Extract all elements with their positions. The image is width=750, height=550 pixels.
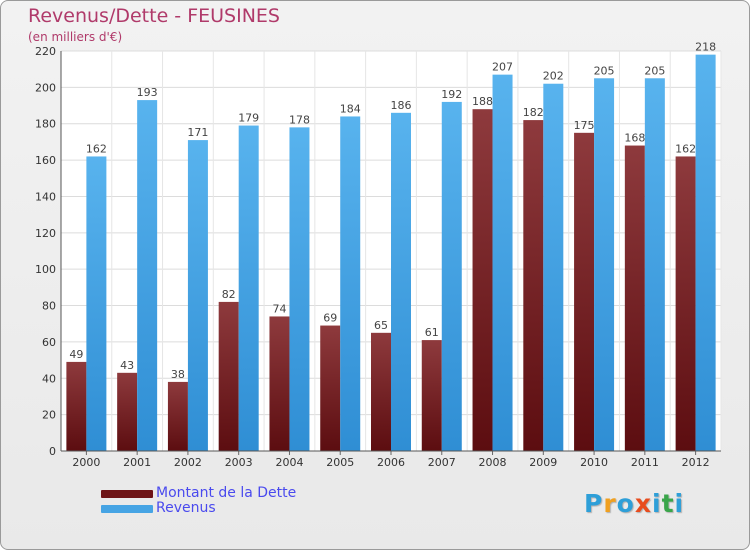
bar-revenus [187, 140, 208, 451]
x-tick-label: 2007 [428, 456, 456, 469]
data-label-revenus: 205 [594, 64, 615, 77]
bar-dette [472, 109, 493, 451]
y-tick-label: 0 [49, 445, 56, 458]
bar-revenus [340, 116, 361, 452]
data-label-revenus: 218 [695, 41, 716, 54]
bar-revenus [543, 83, 564, 452]
y-tick-label: 80 [42, 300, 56, 313]
y-tick-label: 120 [35, 227, 56, 240]
data-label-dette: 43 [120, 359, 134, 372]
bar-dette [269, 316, 290, 451]
x-tick-label: 2008 [479, 456, 507, 469]
bar-dette [117, 372, 138, 451]
data-label-revenus: 205 [644, 64, 665, 77]
logo-letter: i [674, 489, 685, 518]
chart-subtitle: (en milliers d'€) [28, 30, 123, 44]
x-tick-label: 2001 [123, 456, 151, 469]
bar-revenus [391, 112, 411, 452]
y-tick-label: 160 [35, 154, 56, 167]
logo-letter: r [603, 489, 617, 518]
x-tick-label: 2003 [225, 456, 253, 469]
bar-dette [523, 120, 544, 451]
data-label-dette: 162 [675, 142, 696, 155]
data-label-dette: 188 [472, 95, 493, 108]
data-label-revenus: 162 [86, 142, 107, 155]
data-label-dette: 69 [323, 312, 337, 325]
bar-revenus [492, 74, 513, 452]
logo-letter: P [584, 489, 604, 518]
data-label-dette: 65 [374, 319, 388, 332]
logo-letter: i [652, 489, 662, 518]
data-label-dette: 82 [222, 288, 236, 301]
bar-dette [167, 381, 188, 451]
y-tick-label: 100 [35, 263, 56, 276]
y-tick-label: 140 [35, 190, 56, 203]
data-label-revenus: 207 [492, 61, 513, 74]
x-tick-label: 2011 [631, 456, 659, 469]
y-tick-label: 40 [42, 372, 56, 385]
data-label-revenus: 179 [238, 112, 259, 125]
logo-letter: x [634, 489, 652, 518]
bar-revenus [441, 101, 462, 451]
data-label-revenus: 193 [137, 86, 158, 99]
bar-dette [624, 145, 645, 451]
chart-title: Revenus/Dette - FEUSINES [28, 5, 280, 27]
y-tick-label: 220 [35, 45, 56, 58]
bar-dette [66, 361, 87, 451]
data-label-revenus: 192 [441, 88, 462, 101]
x-tick-label: 2004 [275, 456, 303, 469]
bar-dette [320, 325, 341, 451]
x-tick-label: 2009 [529, 456, 557, 469]
legend-swatch-dette [101, 490, 153, 498]
legend-label-revenus: Revenus [156, 500, 216, 516]
bar-revenus [289, 127, 310, 451]
x-tick-label: 2000 [72, 456, 100, 469]
data-label-revenus: 184 [340, 102, 361, 115]
y-tick-label: 180 [35, 118, 56, 131]
bar-revenus [137, 100, 158, 451]
proxiti-logo: Proxiti [584, 489, 684, 518]
legend-swatch-revenus [101, 505, 153, 513]
bar-revenus [86, 156, 107, 452]
x-tick-label: 2012 [682, 456, 710, 469]
bar-revenus [644, 78, 665, 451]
data-label-revenus: 178 [289, 113, 310, 126]
y-tick-label: 200 [35, 81, 56, 94]
logo-letter: o [616, 489, 635, 518]
data-label-dette: 175 [574, 119, 595, 132]
data-label-revenus: 171 [187, 126, 208, 139]
bar-dette [675, 156, 696, 452]
data-label-dette: 38 [171, 368, 185, 381]
data-label-dette: 49 [69, 348, 83, 361]
bar-dette [218, 301, 239, 451]
data-label-dette: 61 [425, 326, 439, 339]
data-label-dette: 74 [272, 302, 286, 315]
y-tick-label: 20 [42, 409, 56, 422]
logo-letter: t [661, 489, 675, 518]
legend-label-dette: Montant de la Dette [156, 485, 297, 501]
bar-revenus [238, 125, 259, 451]
x-tick-label: 2010 [580, 456, 608, 469]
x-tick-label: 2006 [377, 456, 405, 469]
data-label-dette: 182 [523, 106, 544, 119]
y-tick-label: 60 [42, 336, 56, 349]
x-tick-label: 2005 [326, 456, 354, 469]
bar-revenus [695, 54, 716, 452]
bar-revenus [594, 78, 615, 451]
data-label-dette: 168 [624, 132, 645, 145]
x-tick-label: 2002 [174, 456, 202, 469]
bar-dette [574, 132, 595, 451]
bar-dette [421, 340, 442, 451]
bar-dette [371, 332, 391, 451]
data-label-revenus: 202 [543, 70, 564, 83]
data-label-revenus: 186 [391, 99, 412, 112]
